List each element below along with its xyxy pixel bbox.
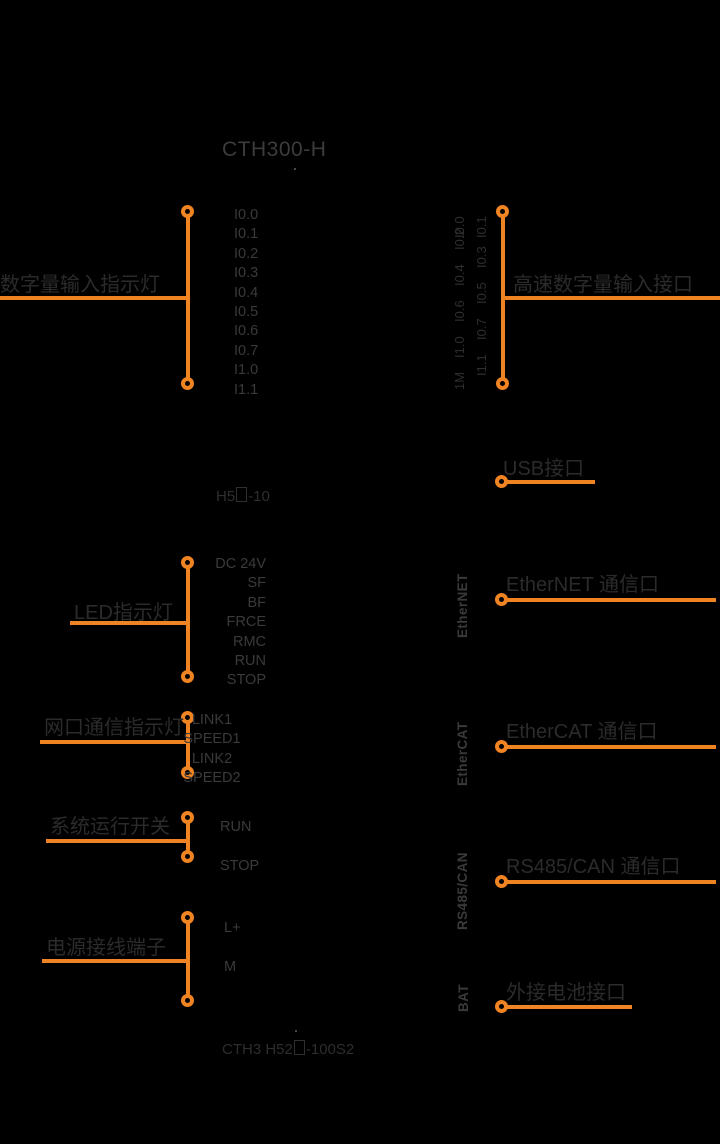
missing-glyph-box — [293, 1040, 305, 1055]
callout-leader-line — [70, 621, 188, 625]
callout-leader-line — [42, 959, 188, 963]
bracket-node-bottom — [181, 377, 194, 390]
pin-list: RUN STOP — [220, 808, 259, 886]
pin-item: STOP — [226, 672, 266, 689]
pin-item: DC 24V — [215, 556, 266, 572]
port-side-label: BAT — [456, 984, 471, 1012]
callout-label: 电源接线端子 — [46, 937, 166, 959]
model-code-mid-prefix: H5 — [216, 488, 236, 505]
callout-leader-line — [40, 740, 188, 744]
pin-item: RMC — [232, 633, 266, 650]
pin-item: I0.5 — [474, 282, 489, 304]
pin-item: 1M — [452, 371, 467, 390]
model-code-mid: H5 -10 — [216, 487, 270, 505]
pin-item: M — [224, 959, 237, 975]
callout-leader-line — [504, 745, 716, 749]
bracket-node-bottom — [181, 670, 194, 683]
pin-item: RUN — [220, 819, 252, 835]
bracket-spine — [186, 563, 190, 677]
pin-item: LINK1 — [191, 712, 233, 728]
pin-list: LINK1 SPEED1 LINK2 SPEED2 — [150, 711, 274, 789]
bracket-node-top — [181, 911, 194, 924]
callout-leader-line — [504, 480, 595, 484]
pin-item: I0.2 — [234, 245, 259, 262]
bracket-spine — [186, 818, 190, 857]
callout-leader-line — [46, 839, 188, 843]
bracket-spine — [186, 212, 190, 384]
pin-item: I0.4 — [234, 284, 259, 301]
port-side-label: RS485/CAN — [455, 852, 470, 930]
bracket-node-bottom — [181, 850, 194, 863]
pin-item: I0.1 — [234, 226, 259, 243]
callout-leader-line — [504, 880, 716, 884]
bracket-node-top — [181, 205, 194, 218]
pin-item: I0.0 — [452, 216, 467, 238]
pin-item: L+ — [224, 920, 241, 936]
pin-item: I0.1 — [474, 216, 489, 238]
pin-item: I0.6 — [234, 323, 259, 340]
bracket-node-bottom — [181, 994, 194, 1007]
callout-label: EtherNET 通信口 — [506, 574, 659, 596]
model-code-footer: CTH3 H52 -100S2 — [222, 1040, 354, 1058]
model-code-footer-suffix: -100S2 — [305, 1041, 355, 1058]
callout-label: 高速数字量输入接口 — [513, 274, 693, 296]
pin-list: DC 24V SF BF FRCE RMC RUN STOP — [150, 555, 266, 691]
callout-label: 数字量输入指示灯 — [0, 274, 160, 296]
callout-label: LED指示灯 — [74, 602, 173, 624]
port-side-label: EtherNET — [455, 573, 470, 638]
callout-label: USB接口 — [503, 458, 585, 480]
callout-leader-line — [0, 296, 188, 300]
model-code-mid-suffix: -10 — [248, 488, 270, 505]
pin-list: L+ M — [224, 909, 241, 987]
missing-glyph-box — [236, 487, 248, 502]
bracket-node-top — [181, 811, 194, 824]
pin-item: I0.5 — [234, 303, 259, 320]
bracket-spine — [186, 918, 190, 1001]
pin-item: STOP — [220, 858, 260, 874]
port-side-label: EtherCAT — [455, 721, 470, 786]
pin-item: I1.0 — [234, 362, 259, 379]
bracket-node-top — [181, 556, 194, 569]
pin-item: RUN — [234, 652, 266, 669]
pin-item: I1.0 — [452, 336, 467, 358]
callout-label: 系统运行开关 — [50, 816, 170, 838]
model-code-footer-prefix: CTH3 H52 — [222, 1041, 293, 1058]
page-title: CTH300-H — [222, 138, 327, 161]
bracket-node-bottom — [496, 377, 509, 390]
pin-item: I0.3 — [474, 246, 489, 268]
callout-leader-line — [501, 296, 720, 300]
bracket-node-top — [181, 711, 194, 724]
callout-label: 外接电池接口 — [506, 982, 626, 1004]
pin-list: I0.0 I0.1 I0.2 I0.3 I0.4 I0.5 I0.6 I0.7 … — [234, 206, 258, 400]
callout-leader-line — [504, 1005, 632, 1009]
pin-item: I0.3 — [234, 265, 259, 282]
callout-label: RS485/CAN 通信口 — [506, 856, 681, 878]
pin-item: SPEED2 — [183, 770, 241, 787]
pin-item: I0.0 — [234, 207, 259, 223]
pin-item: FRCE — [226, 614, 266, 631]
footer-speck — [295, 1030, 297, 1032]
pin-item: I1.1 — [234, 381, 259, 398]
pin-item: I0.7 — [474, 318, 489, 340]
callout-label: EtherCAT 通信口 — [506, 721, 658, 743]
pin-item: I0.7 — [234, 342, 259, 359]
title-speck — [294, 168, 296, 170]
pin-item: SPEED1 — [183, 731, 241, 748]
pin-item: I0.4 — [452, 264, 467, 286]
bracket-node-bottom — [181, 766, 194, 779]
callout-leader-line — [504, 598, 716, 602]
pin-item: SF — [247, 575, 266, 592]
pin-item: I0.6 — [452, 300, 467, 322]
pin-item: I1.1 — [474, 354, 489, 376]
pin-item: BF — [247, 594, 266, 611]
callout-label: 网口通信指示灯 — [44, 717, 184, 739]
pin-item: LINK2 — [191, 750, 233, 767]
bracket-spine — [186, 718, 190, 773]
bracket-node-top — [496, 205, 509, 218]
